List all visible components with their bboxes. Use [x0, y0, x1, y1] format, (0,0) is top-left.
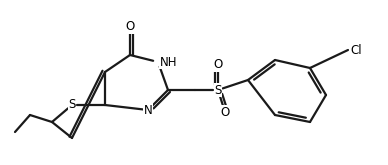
Text: S: S: [214, 83, 222, 97]
Text: O: O: [220, 105, 230, 118]
Text: O: O: [213, 59, 223, 71]
Text: NH: NH: [160, 55, 177, 68]
Text: Cl: Cl: [350, 44, 362, 56]
Text: O: O: [125, 20, 135, 33]
Text: N: N: [144, 103, 152, 116]
Text: S: S: [68, 99, 76, 112]
